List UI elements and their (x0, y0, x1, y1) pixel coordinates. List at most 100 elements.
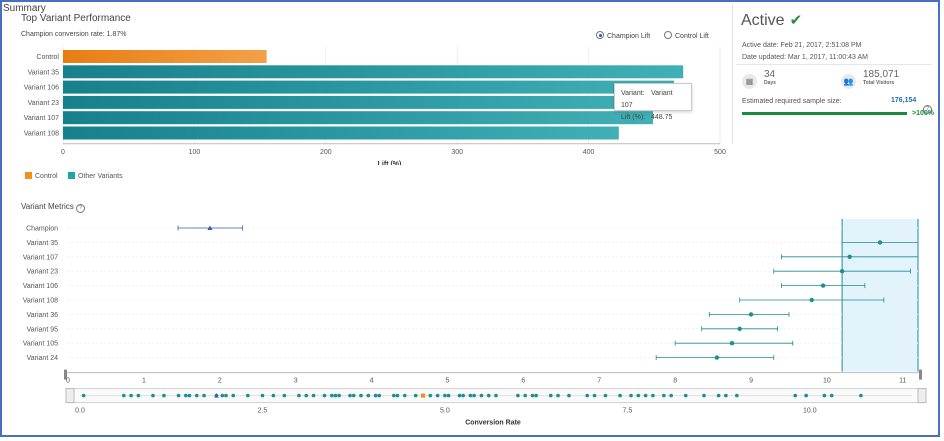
visitors-stat-text: 185,071 Total Visitors (863, 69, 900, 87)
lift-bar (63, 65, 684, 79)
overview-point (359, 393, 363, 398)
lift-tick-label: 400 (583, 149, 595, 156)
lift-bar-label: Control (36, 54, 59, 61)
metrics-tick-label: 0 (66, 378, 70, 385)
overview-point (804, 393, 808, 398)
overview-point (136, 393, 141, 398)
control-lift-radio[interactable]: Control Lift (664, 31, 709, 40)
variant-metrics-chart: Champion Variant 35 Variant 107 Variant 23 V… (23, 219, 927, 427)
variant-mean-marker (809, 297, 814, 303)
metrics-tick-label: 1 (142, 378, 146, 385)
metrics-tick-label: 11 (899, 378, 906, 385)
metrics-row-label: Variant 35 (27, 240, 58, 247)
overview-point (468, 393, 473, 398)
metrics-tick-label: 8 (673, 378, 677, 385)
variant-mean-marker (820, 283, 826, 288)
status-title: Active ✔ (741, 12, 803, 29)
overview-point (446, 393, 451, 398)
overview-point (735, 393, 739, 398)
sample-progress-fill (742, 112, 907, 115)
overview-point (603, 393, 608, 398)
lift-bar (63, 111, 653, 125)
overview-tick-label: 10.0 (803, 408, 817, 415)
overview-point (260, 393, 265, 398)
lift-tick-label: 500 (714, 149, 726, 156)
metrics-tick-label: 7 (597, 378, 601, 385)
metrics-tick-label: 5 (446, 378, 450, 385)
metrics-row-label: Variant 24 (27, 355, 58, 362)
lift-bar-label: Variant 106 (24, 85, 59, 92)
overview-point (556, 393, 560, 398)
overview-point (194, 393, 199, 398)
metrics-tick-label: 9 (749, 378, 753, 385)
overview-point (351, 393, 356, 398)
metrics-row-label: Variant 108 (23, 298, 58, 305)
lift-tooltip: Variant: Variant 107 Lift (%): 448.75 (614, 83, 692, 121)
overview-point (392, 393, 396, 398)
variant-mean-marker (729, 341, 735, 346)
overview-point (683, 393, 688, 398)
overview-point (81, 393, 86, 398)
champion-lift-radio[interactable]: Champion Lift (596, 31, 650, 40)
variant-metrics-help-icon[interactable]: ? (76, 204, 85, 213)
lift-axis-title: Lift (%) (378, 161, 402, 165)
legend-control[interactable]: Control (25, 172, 58, 180)
overview-point (413, 393, 418, 398)
lift-bar-label: Variant 35 (28, 69, 59, 76)
overview-point (585, 393, 590, 398)
radio-selected-icon (596, 31, 604, 39)
overview-point (337, 393, 341, 398)
overview-point (859, 393, 863, 398)
overview-point (322, 393, 327, 398)
overview-point (402, 393, 407, 398)
overview-point (311, 393, 316, 398)
overview-point (121, 393, 126, 398)
overview-point (716, 393, 721, 398)
overview-point (297, 393, 301, 398)
metrics-tick-label: 10 (823, 378, 831, 385)
variant-mean-marker (748, 312, 754, 317)
overview-point (486, 393, 491, 398)
sample-size-help-icon[interactable]: ? (923, 97, 932, 115)
overview-point (246, 393, 250, 398)
overview-point (395, 393, 400, 398)
sample-size-value: 176,154 (891, 97, 917, 104)
lift-bar (63, 50, 267, 63)
overview-point (187, 393, 192, 398)
overview-tick-label: 5.0 (440, 408, 450, 415)
status-panel (732, 4, 937, 144)
metrics-axis-title: Conversion Rate (465, 420, 521, 427)
overview-tick-label: 2.5 (258, 408, 268, 415)
calendar-icon: ▦ (742, 74, 757, 89)
overview-point (629, 393, 633, 398)
days-stat-text: 34 Days (764, 69, 776, 87)
metrics-axis-handle-right (919, 369, 922, 380)
metrics-row-label: Champion (26, 226, 58, 233)
variant-mean-marker (877, 240, 883, 245)
metrics-tick-label: 3 (294, 378, 298, 385)
lift-bar (63, 126, 619, 140)
overview-point (724, 393, 728, 398)
active-date: Active date: Feb 21, 2017, 2:51:08 PM (742, 42, 862, 49)
overview-point (702, 393, 706, 398)
variant-mean-marker (737, 326, 742, 331)
metrics-tick-label: 6 (521, 378, 525, 385)
overview-point (461, 393, 465, 398)
overview-point (618, 393, 622, 398)
metrics-axis-handle-left (64, 369, 67, 380)
champion-conversion-rate: Champion conversion rate: 1.87% (21, 31, 127, 38)
variant-metrics-title: Variant Metrics ? (21, 202, 85, 213)
legend-other-variants[interactable]: Other Variants (68, 172, 123, 180)
legend-control-swatch (25, 172, 32, 179)
variant-mean-marker (847, 254, 852, 259)
overview-point (636, 393, 641, 398)
lift-bar-label: Variant 23 (28, 100, 59, 107)
visitors-stat: 👥 (841, 71, 856, 89)
overview-point (176, 393, 181, 398)
radio-unselected-icon (664, 31, 672, 39)
metrics-row-label: Variant 36 (27, 312, 58, 319)
overview-point (129, 393, 133, 398)
metrics-row-label: Variant 23 (27, 269, 58, 276)
users-icon: 👥 (841, 74, 856, 89)
